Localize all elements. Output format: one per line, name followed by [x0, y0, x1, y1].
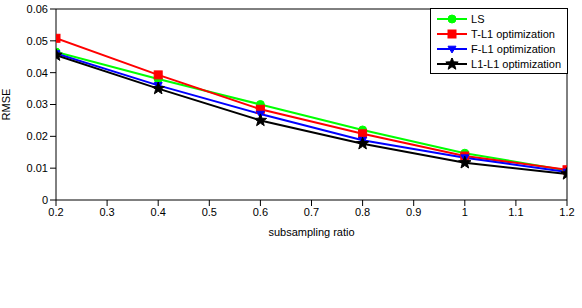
svg-text:0: 0	[42, 194, 48, 206]
svg-text:0.04: 0.04	[27, 67, 48, 79]
svg-text:0.8: 0.8	[355, 206, 370, 218]
html-text:L1-L1 optimization: L1-L1 optimization	[471, 57, 561, 70]
svg-text:0.3: 0.3	[99, 206, 114, 218]
svg-text:1.2: 1.2	[559, 206, 574, 218]
svg-text:0.7: 0.7	[304, 206, 319, 218]
svg-text:subsampling ratio: subsampling ratio	[268, 226, 354, 238]
svg-text:0.5: 0.5	[202, 206, 217, 218]
svg-text:0.01: 0.01	[27, 162, 48, 174]
svg-text:0.06: 0.06	[27, 3, 48, 15]
svg-text:0.2: 0.2	[48, 206, 63, 218]
html-text:LS: LS	[471, 12, 485, 25]
svg-text:0.02: 0.02	[27, 130, 48, 142]
svg-text:0.05: 0.05	[27, 35, 48, 47]
svg-text:1: 1	[462, 206, 468, 218]
svg-text:0.4: 0.4	[151, 206, 166, 218]
html-text:T-L1 optimization: T-L1 optimization	[471, 27, 555, 40]
svg-text:0.6: 0.6	[253, 206, 268, 218]
svg-text:0.9: 0.9	[406, 206, 421, 218]
svg-text:0.03: 0.03	[27, 98, 48, 110]
svg-text:1.1: 1.1	[508, 206, 523, 218]
html-text:F-L1 optimization: F-L1 optimization	[471, 42, 556, 55]
svg-text:RMSE: RMSE	[8, 89, 12, 121]
